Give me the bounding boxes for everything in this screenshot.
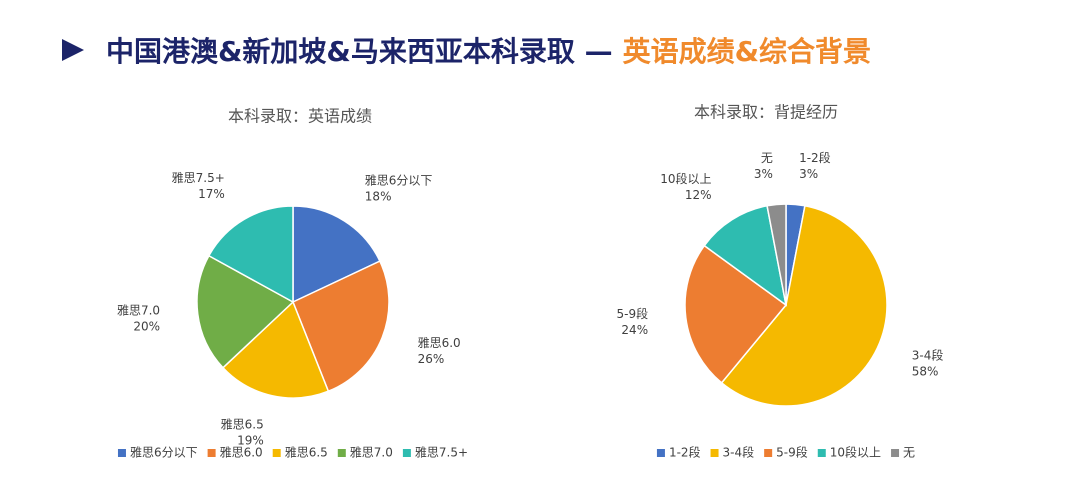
slice-category-label: 雅思6.5 [221,416,264,431]
legend-label: 雅思7.5+ [415,445,468,460]
legend-label: 雅思6.0 [220,445,263,460]
legend: 1-2段 3-4段 5-9段 10段以上 无 [656,445,915,460]
slice-value-label: 24% [621,323,648,337]
title-highlight: 英语成绩&综合背景 [623,35,871,68]
pie-slice [766,203,787,306]
legend-swatch [891,449,900,457]
legend-swatch [337,449,346,457]
pie-slice [292,205,381,304]
slice-category-label: 5-9段 [616,306,648,321]
legend-swatch [402,449,411,457]
legend: 雅思6分以下 雅思6.0 雅思6.5 雅思7.0 雅思7.5+ [117,445,468,460]
slice-category-label: 1-2段 [799,150,831,165]
pie-slice [221,300,330,399]
slice-category-label: 3-4段 [912,348,944,363]
slice-value-label: 3% [754,167,773,181]
slice-value-label: 26% [418,352,445,366]
title-main: 中国港澳&新加坡&马来西亚本科录取 — [106,35,613,68]
pie-slice [207,205,294,304]
legend-label: 无 [903,446,915,460]
chart-title: 本科录取：背提经历 [694,103,838,122]
slice-value-label: 3% [799,167,818,181]
slice-category-label: 雅思6.0 [418,335,461,350]
slice-category-label: 无 [761,151,773,165]
slice-category-label: 10段以上 [660,171,711,186]
legend-label: 1-2段 [669,445,701,460]
legend-label: 雅思6分以下 [130,445,198,460]
slice-value-label: 19% [237,433,264,447]
legend-swatch [817,449,826,457]
legend-swatch [710,449,719,457]
legend-swatch [117,449,126,457]
page-title: 中国港澳&新加坡&马来西亚本科录取 — 英语成绩&综合背景 [106,35,871,68]
legend-label: 10段以上 [830,445,881,460]
legend-label: 雅思7.0 [350,445,393,460]
slice-category-label: 雅思7.5+ [172,170,225,185]
slice-value-label: 58% [912,365,939,379]
slice-value-label: 20% [133,319,160,333]
pie-slice [684,244,788,384]
legend-label: 5-9段 [776,445,808,460]
pie-slice [292,260,390,393]
slice-value-label: 18% [365,189,392,203]
legend-label: 雅思6.5 [285,445,328,460]
slice-value-label: 12% [685,188,712,202]
chart-title: 本科录取：英语成绩 [228,107,372,126]
slice-category-label: 雅思7.0 [117,302,160,317]
pie-slice [196,254,295,369]
slice-category-label: 雅思6分以下 [365,172,433,187]
legend-swatch [272,449,281,457]
pie-slice [703,204,788,307]
legend-swatch [764,449,773,457]
legend-swatch [656,449,665,457]
title-arrow [62,39,84,61]
legend-swatch [207,449,216,457]
slice-value-label: 17% [198,187,225,201]
pie-slice [720,204,888,407]
legend-label: 3-4段 [723,445,755,460]
